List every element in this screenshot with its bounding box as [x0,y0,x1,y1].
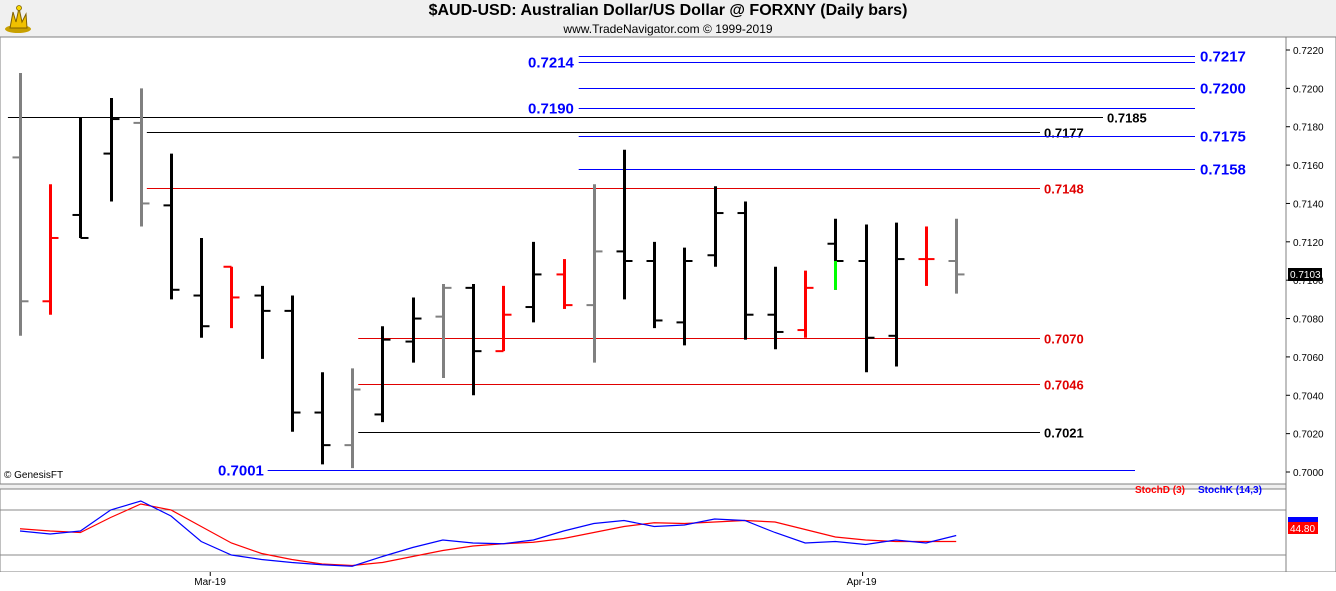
level-label: 0.7001 [218,463,264,480]
level-lines: 0.7217 0.7214 0.7200 0.7190 0.7185 0.7177 0.71… [7,49,1246,480]
stochd-value-label: 44.80 [1290,524,1315,535]
stochk-legend: StochK (14,3) [1198,485,1262,496]
y-tick-label: 0.7100 [1293,276,1324,287]
level-label: 0.7148 [1044,182,1084,197]
y-tick-label: 0.7120 [1293,238,1324,249]
level-label: 0.7175 [1200,129,1246,146]
y-tick-label: 0.7020 [1293,430,1324,441]
level-label: 0.7190 [528,101,574,118]
y-tick-label: 0.7060 [1293,353,1324,364]
y-tick-label: 0.7200 [1293,84,1324,95]
stochd-value-tag [1288,522,1318,534]
y-axis-ticks: 0.70000.70200.70400.70600.70800.71000.71… [1286,46,1324,479]
stoch-line-red [19,503,957,567]
level-label: 0.7046 [1044,378,1084,393]
last-price-label: 0.7103 [1290,270,1321,281]
x-tick-label: Apr-19 [847,577,877,588]
stoch-line-blue [19,500,957,567]
credit-label: © GenesisFT [4,470,63,481]
level-label: 0.7177 [1044,126,1084,141]
level-label: 0.7158 [1200,162,1246,179]
y-tick-label: 0.7220 [1293,46,1324,57]
chart-subtitle: www.TradeNavigator.com © 1999-2019 [563,22,773,36]
y-tick-label: 0.7080 [1293,315,1324,326]
level-label: 0.7200 [1200,81,1246,98]
level-label: 0.7217 [1200,49,1246,66]
stochastic-panel [0,488,1287,573]
price-axis [1285,36,1336,573]
x-tick-label: Mar-19 [194,577,226,588]
y-tick-label: 0.7000 [1293,468,1324,479]
y-tick-label: 0.7160 [1293,161,1324,172]
level-label: 0.7185 [1107,111,1147,126]
y-tick-label: 0.7180 [1293,123,1324,134]
level-label: 0.7070 [1044,332,1084,347]
chart-title: $AUD-USD: Australian Dollar/US Dollar @ … [428,2,908,19]
genesis-logo-icon [5,5,31,33]
y-tick-label: 0.7040 [1293,391,1324,402]
chart-header: $AUD-USD: Australian Dollar/US Dollar @ … [0,0,1336,37]
level-label: 0.7021 [1044,426,1084,441]
y-tick-label: 0.7140 [1293,199,1324,210]
price-bars [12,73,965,469]
level-label: 0.7214 [528,55,575,72]
stochd-legend: StochD (3) [1135,485,1185,496]
x-axis-ticks: Mar-19 Apr-19 [194,572,877,588]
last-price-tag [1288,268,1322,281]
stochastic-lines [0,500,1286,567]
price-panel [0,36,1287,485]
date-axis [0,572,1336,591]
